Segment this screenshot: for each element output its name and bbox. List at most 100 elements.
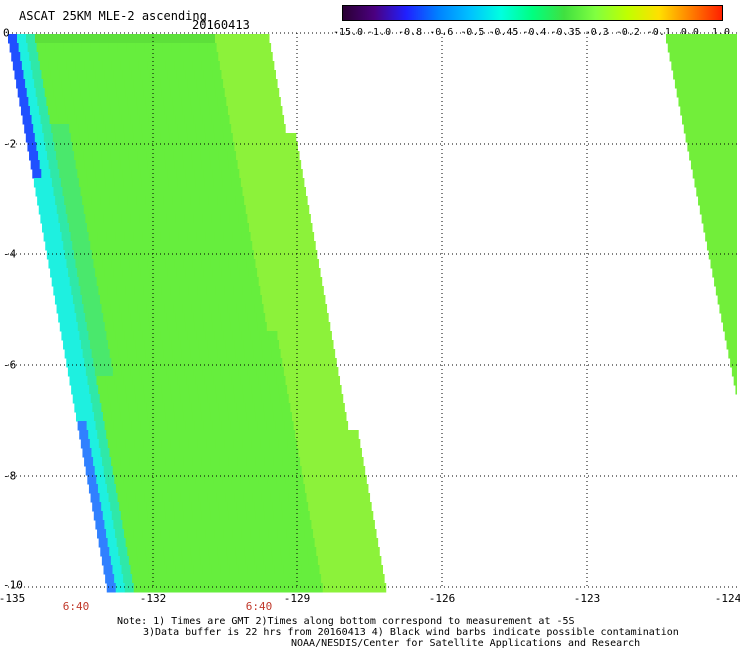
swath-cell [84,61,95,71]
swath-cell [278,286,288,296]
swath-cell [735,385,737,395]
swath-cell [76,115,87,125]
swath-cell [300,511,311,521]
swath-cell [159,124,169,134]
swath-cell [70,331,80,341]
swath-cell [236,556,247,566]
swath-cell [283,565,294,575]
swath-cell [165,358,175,368]
swath-cell [83,106,94,116]
swath-cell [685,43,696,53]
swath-cell [232,430,242,440]
swath-cell [151,331,161,341]
swath-cell [235,547,245,557]
swath-cell [126,340,136,350]
swath-cell [150,475,160,485]
swath-cell [245,52,255,62]
swath-cell [682,70,692,80]
swath-cell [154,349,165,359]
swath-cell [168,277,179,287]
swath-cell [174,259,184,269]
swath-cell [290,151,300,161]
swath-cell [184,367,195,377]
lat-tick-2: -2 [3,137,17,151]
swath-cell [88,79,98,89]
swath-cell [136,97,146,107]
swath-cell [269,538,280,548]
swath-cell [138,457,148,467]
swath-cell [271,349,282,359]
swath-cell [290,403,300,413]
swath-cell [119,151,129,161]
swath-cell [253,448,263,458]
swath-cell [97,232,108,242]
swath-cell [293,322,304,332]
swath-cell [209,556,220,566]
swath-cell [208,196,218,206]
swath-cell [244,97,254,107]
swath-cell [184,313,194,323]
swath-cell [306,295,317,305]
swath-cell [76,367,87,377]
swath-cell [268,133,279,143]
swath-cell [321,475,331,485]
swath-cell [227,106,238,116]
swath-cell [90,295,101,305]
swath-cell [101,403,111,413]
swath-cell [172,250,183,260]
swath-cell [180,493,191,503]
swath-cell [187,583,198,593]
swath-cell [332,439,343,449]
swath-cell [131,520,141,530]
swath-cell [124,583,135,593]
swath-cell [107,187,118,197]
swath-cell [142,79,152,89]
swath-cell [364,565,375,575]
swath-cell [68,223,79,233]
swath-cell [146,205,157,215]
swath-cell [727,70,737,80]
swath-cell [251,538,262,548]
swath-cell [92,151,102,161]
swath-cell [80,286,90,296]
swath-cell [151,232,162,242]
swath-cell [721,133,732,143]
swath-cell [36,142,46,152]
swath-cell [93,412,104,422]
swath-cell [223,529,233,539]
swath-cell [366,574,376,584]
swath-cell [327,457,337,467]
swath-cell [35,187,46,197]
swath-cell [170,385,180,395]
swath-cell [172,547,182,557]
swath-cell [167,421,178,431]
swath-cell [145,448,155,458]
swath-cell [115,430,125,440]
swath-cell [255,457,265,467]
swath-cell [280,250,291,260]
swath-cell [244,448,254,458]
swath-cell [294,475,304,485]
swath-cell [65,52,75,62]
swath-cell [258,124,268,134]
swath-cell [226,97,236,107]
swath-cell [728,304,737,314]
swath-cell [113,421,124,431]
swath-cell [253,97,263,107]
swath-cell [176,223,187,233]
swath-cell [268,331,278,341]
swath-cell [300,457,310,467]
swath-cell [176,421,187,431]
swath-cell [100,448,110,458]
swath-cell [260,385,270,395]
swath-cell [203,520,213,530]
swath-cell [320,421,331,431]
swath-cell [202,466,213,476]
swath-cell [92,403,102,413]
swath-cell [232,79,242,89]
swath-cell [310,565,321,575]
swath-cell [274,313,284,323]
swath-cell [131,223,142,233]
swath-cell [233,286,243,296]
swath-cell [128,556,139,566]
